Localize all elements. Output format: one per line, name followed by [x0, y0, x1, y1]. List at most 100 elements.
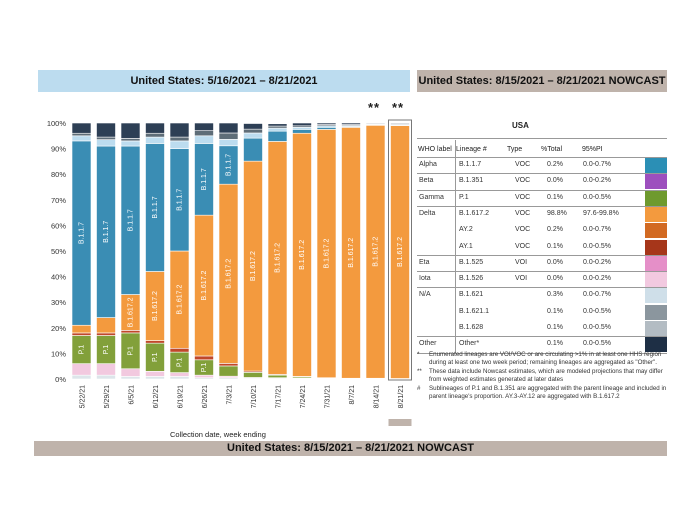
- note-1-text: Enumerated lineages are VOI/VOC or are c…: [429, 351, 662, 366]
- y-tick-label: 60%: [51, 221, 66, 230]
- y-tick-label: 80%: [51, 170, 66, 179]
- bar-label-delta: B.1.617.2: [225, 259, 232, 289]
- bar-label-delta: B.1.617.2: [176, 285, 183, 315]
- note-3: # Sublineages of P.1 and B.1.351 are agg…: [417, 385, 667, 401]
- nowcast-asterisk-1: **: [368, 100, 381, 115]
- bar-segment-alpha: [267, 130, 288, 142]
- bar-label-delta: B.1.617.2: [274, 243, 281, 273]
- bar-segment-n-a: [292, 122, 312, 127]
- bar-label-delta: B.1.617.2: [372, 237, 379, 267]
- nowcast-asterisk-2: **: [392, 100, 405, 115]
- table-cell-lineage: P.1: [459, 193, 469, 201]
- table-cell-type: VOI: [515, 275, 528, 283]
- table-cell-pct: 0.1%: [547, 307, 563, 315]
- bar-segment-other: [96, 374, 116, 380]
- table-cell-pi: 0.0-0.2%: [583, 275, 612, 283]
- table-cell-type: VOC: [515, 193, 531, 201]
- table-cell-type: VOC: [515, 177, 531, 185]
- bar-segment-gamma: [218, 365, 239, 377]
- bar-label-delta: B.1.617.2: [397, 237, 404, 267]
- bar-segment-n-a: [169, 122, 190, 138]
- x-tick-label: 7/31/21: [325, 385, 332, 408]
- lineage-color-swatch: [645, 272, 667, 288]
- x-tick-label: 8/14/21: [374, 385, 381, 408]
- table-cell-who: Iota: [419, 275, 431, 283]
- footer-banner: United States: 8/15/2021 – 8/21/2021 NOW…: [34, 441, 667, 456]
- bar-segment-iota: [120, 368, 141, 377]
- table-cell-lineage: B.1.621: [459, 291, 484, 299]
- table-row-separator: [417, 205, 667, 207]
- bar-segment-n-a: [341, 122, 361, 125]
- table-bottom-line: [417, 352, 667, 354]
- x-tick-label: 8/21/21: [398, 385, 405, 408]
- bar-segment-b-1-621: [145, 132, 165, 138]
- note-3-text: Sublineages of P.1 and B.1.351 are aggre…: [429, 385, 667, 400]
- note-3-mark: #: [417, 385, 421, 392]
- bar-segment-iota: [145, 371, 165, 377]
- lineage-color-swatch: [645, 255, 667, 271]
- table-cell-lineage: AY.2: [459, 226, 473, 234]
- table-cell-type: VOC: [515, 242, 531, 250]
- table-cell-who: Beta: [419, 177, 434, 185]
- bar-segment-gamma: [267, 374, 288, 379]
- note-2-mark: **: [417, 368, 422, 375]
- bar-segment-other: [145, 376, 165, 380]
- bar-label-alpha: B.1.1.7: [152, 196, 159, 218]
- bar-label-alpha: B.1.1.7: [176, 189, 183, 211]
- table-cell-who: Delta: [419, 209, 436, 217]
- y-tick-label: 50%: [51, 247, 66, 256]
- bar-segment-iota: [96, 363, 116, 376]
- bar-segment-alpha-lineage: [120, 330, 141, 334]
- y-tick-label: 70%: [51, 196, 66, 205]
- table-cell-type: VOC: [515, 209, 531, 217]
- bar-segment-alpha-lineage: [71, 332, 92, 336]
- x-tick-label: 7/24/21: [300, 385, 307, 408]
- bar-segment-alpha-lineage: [194, 355, 214, 361]
- table-cell-pct: 0.2%: [547, 161, 563, 168]
- col-who-label: WHO label: [418, 146, 452, 153]
- bar-segment-alpha-lineage: [169, 347, 190, 353]
- bar-segment-iota: [194, 374, 214, 379]
- bar-label-gamma: P.1: [152, 352, 159, 362]
- x-tick-label: 7/3/21: [227, 385, 234, 405]
- lineage-color-swatch: [645, 337, 667, 353]
- note-2-text: These data include Nowcast estimates, wh…: [429, 368, 663, 383]
- bar-segment-n-a: [218, 122, 239, 134]
- lineage-color-swatch: [645, 190, 667, 206]
- col-lineage: Lineage #: [456, 146, 487, 153]
- y-tick-label: 10%: [51, 349, 66, 358]
- table-cell-pct: 0.0%: [547, 258, 563, 266]
- table-cell-lineage: B.1.526: [459, 275, 484, 283]
- bar-segment-alpha-lineage: [145, 340, 165, 344]
- bar-segment-n-a: [96, 122, 116, 138]
- bar-segment-beta: [292, 127, 312, 130]
- table-cell-type: VOC: [515, 226, 531, 234]
- table-column-divider: [455, 140, 456, 353]
- table-cell-lineage: B.1.1.7: [459, 161, 482, 168]
- table-row-separator: [417, 173, 667, 175]
- bar-segment-delta: [96, 317, 116, 334]
- note-1: * Enumerated lineages are VOI/VOC or are…: [417, 351, 667, 367]
- right-header: United States: 8/15/2021 – 8/21/2021 NOW…: [417, 70, 667, 92]
- note-2: ** These data include Nowcast estimates,…: [417, 368, 667, 384]
- bar-segment-beta: [120, 140, 141, 147]
- bar-segment-beta: [267, 127, 288, 132]
- bar-segment-b-1-621: [169, 136, 190, 142]
- lineage-color-swatch: [645, 321, 667, 336]
- bar-segment-gamma: [243, 372, 263, 378]
- table-cell-pct: 0.1%: [547, 193, 563, 201]
- table-row-separator: [417, 271, 667, 273]
- bar-segment-n-a: [71, 122, 92, 134]
- bar-label-delta: B.1.617.2: [201, 270, 208, 300]
- bar-segment-n-a: [365, 122, 386, 124]
- x-tick-label: 6/5/21: [129, 385, 136, 405]
- bar-segment-iota: [169, 372, 190, 377]
- table-cell-pi: 97.6-99.8%: [583, 209, 619, 217]
- bar-segment-other: [71, 374, 92, 380]
- lineage-color-swatch: [645, 288, 667, 304]
- table-cell-lineage: B.1.617.2: [459, 209, 489, 217]
- bar-segment-n-a: [316, 122, 337, 125]
- bar-label-delta: B.1.617.2: [348, 238, 355, 268]
- table-cell-pi: 0.0-0.5%: [583, 242, 612, 250]
- bar-label-gamma: P.1: [176, 357, 183, 367]
